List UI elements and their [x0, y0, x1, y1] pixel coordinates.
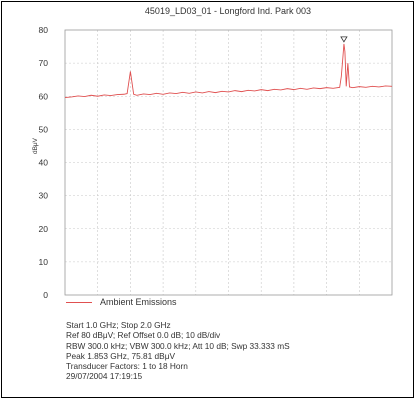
y-tick-label: 50 — [39, 124, 49, 134]
grid-lines — [65, 30, 392, 295]
y-tick-label: 70 — [39, 58, 49, 68]
info-line-ref: Ref 80 dBμV; Ref Offset 0.0 dB; 10 dB/di… — [66, 330, 221, 341]
chart-title: 45019_LD03_01 - Longford Ind. Park 003 — [145, 6, 311, 16]
y-tick-label: 10 — [39, 257, 49, 267]
legend-label: Ambient Emissions — [100, 297, 177, 307]
info-line-bandwidth: RBW 300.0 kHz; VBW 300.0 kHz; Att 10 dB;… — [66, 340, 290, 351]
series-line-ambient-emissions — [64, 43, 393, 99]
measurement-info: Start 1.0 GHz; Stop 2.0 GHz Ref 80 dBμV;… — [66, 320, 290, 382]
y-tick-label: 40 — [39, 158, 49, 168]
legend-swatch — [66, 301, 92, 303]
y-axis-label: dBμV — [32, 137, 39, 154]
plot-area — [64, 29, 393, 296]
peak-marker-icon — [340, 36, 348, 43]
info-line-timestamp: 29/07/2004 17:19:15 — [66, 371, 143, 382]
y-tick-label: 80 — [39, 25, 49, 35]
y-tick-labels: 0 10 20 30 40 50 60 70 80 — [39, 25, 49, 300]
info-line-range: Start 1.0 GHz; Stop 2.0 GHz — [66, 320, 171, 330]
y-tick-label: 0 — [43, 290, 48, 300]
info-line-peak: Peak 1.853 GHz, 75.81 dBμV — [66, 350, 176, 361]
peak-marker — [340, 36, 348, 43]
legend: Ambient Emissions — [66, 297, 177, 307]
y-tick-label: 60 — [39, 91, 49, 101]
y-tick-label: 30 — [39, 191, 49, 201]
info-line-transducer: Transducer Factors: 1 to 18 Horn — [66, 361, 188, 372]
y-tick-label: 20 — [39, 224, 49, 234]
